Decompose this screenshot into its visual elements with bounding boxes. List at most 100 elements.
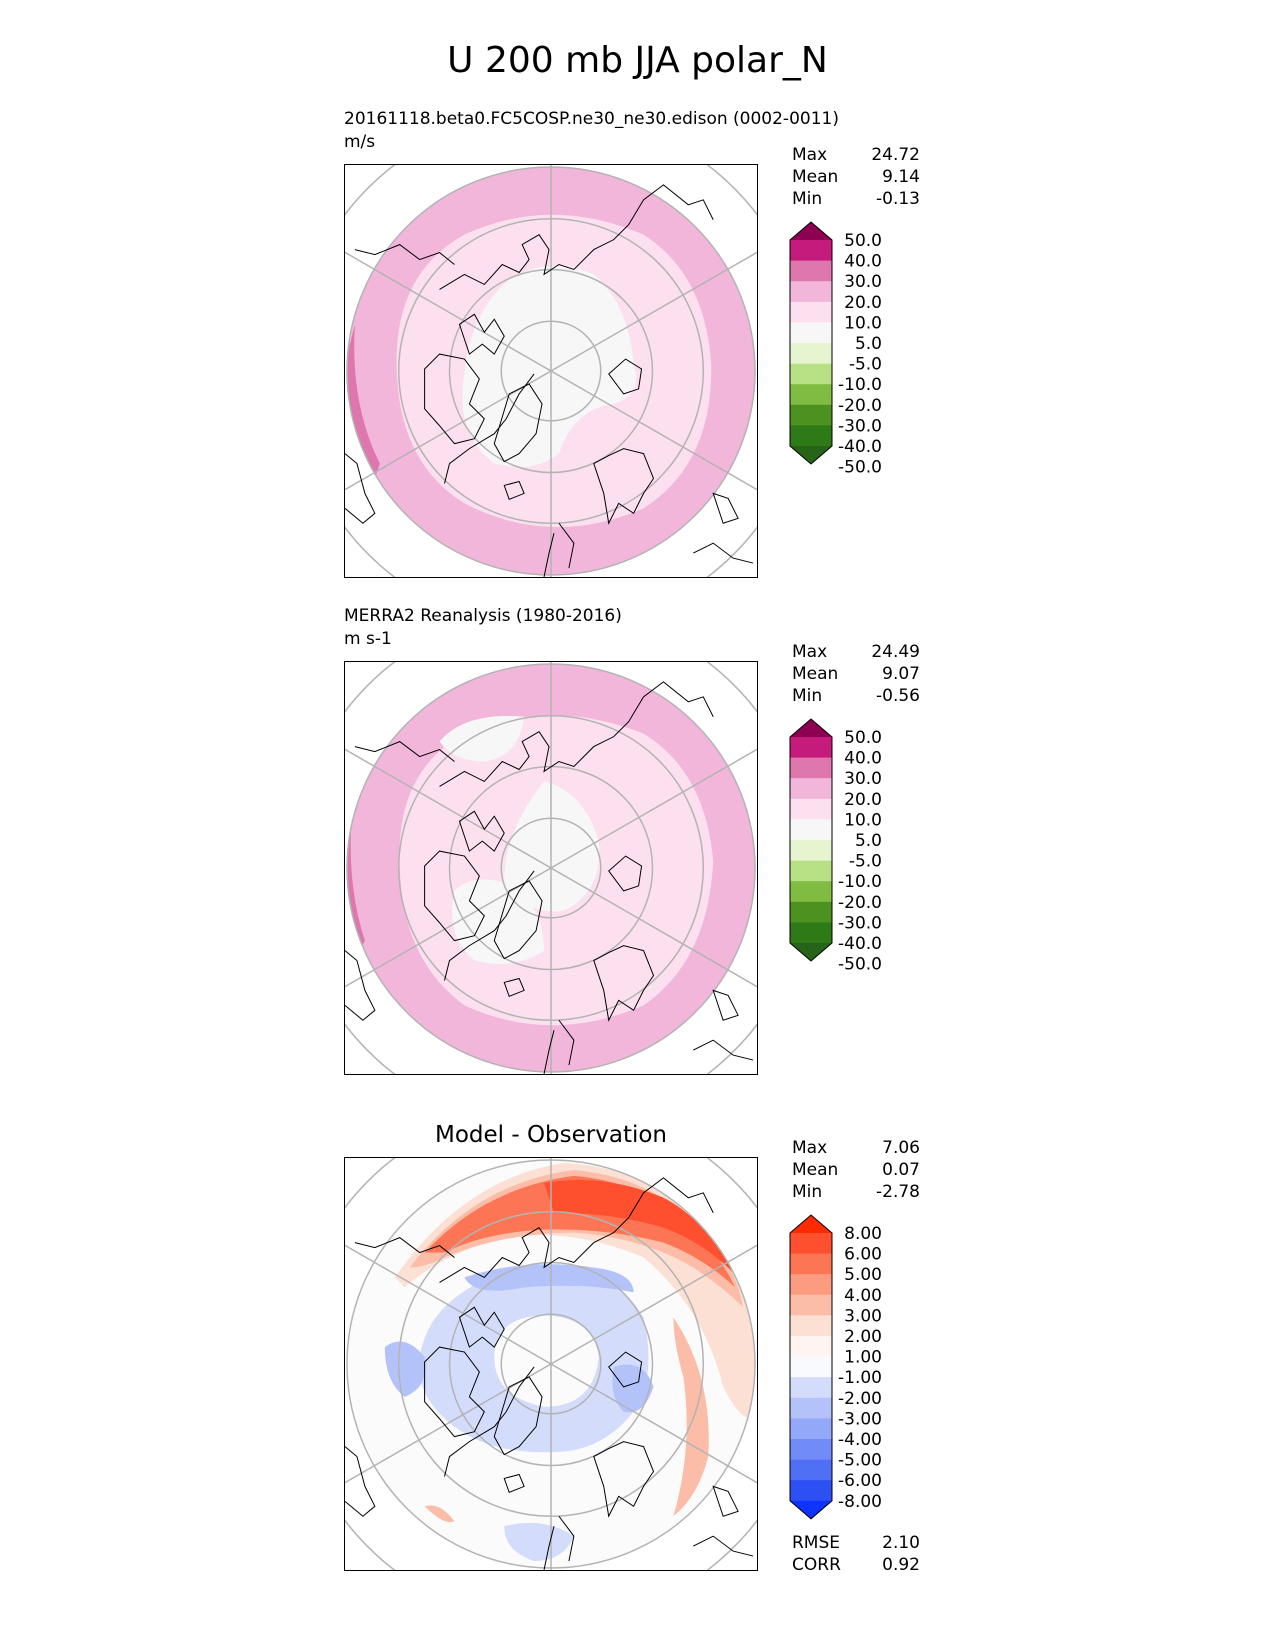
test-stat-max-label: Max	[792, 145, 828, 165]
colorbar-tick-label: 6.00	[844, 1245, 882, 1265]
colorbar-top-extend	[790, 719, 832, 737]
colorbar-tick-label: -40.0	[838, 437, 882, 457]
colorbar-tick-label: -8.00	[838, 1492, 882, 1512]
test-polar-map	[344, 164, 758, 578]
test-stat-max-value: 24.72	[871, 145, 920, 165]
colorbar-swatch	[790, 1459, 832, 1481]
colorbar-tick-label: 5.0	[855, 334, 882, 354]
colorbar-bottom-extend	[790, 943, 832, 961]
diff-polar-map	[344, 1157, 758, 1571]
colorbar-tick-label: 40.0	[844, 252, 882, 272]
colorbar-swatch	[790, 322, 832, 344]
figure-title: U 200 mb JJA polar_N	[447, 40, 828, 81]
test-stats: Max 24.72 Mean 9.14 Min -0.13	[792, 144, 920, 210]
colorbar-tick-label: 30.0	[844, 272, 882, 292]
colorbar-tick-label: -3.00	[838, 1409, 882, 1429]
colorbar-swatch	[790, 260, 832, 282]
ref-stat-mean: Mean 9.07	[792, 663, 920, 685]
colorbar-swatch	[790, 404, 832, 426]
colorbar-tick-label: -5.0	[849, 355, 882, 375]
ref-colorbar: 50.0 40.0 30.0 20.0 10.0 5.0 -5.0 -10.0 -20.0 -30…	[789, 718, 900, 975]
diff-stat-corr-value: 0.92	[882, 1555, 920, 1575]
test-stat-min-value: -0.13	[876, 189, 920, 209]
colorbar-outline	[789, 1214, 833, 1520]
colorbar-tick-label: 10.0	[844, 313, 882, 333]
diff-stat-mean-value: 0.07	[882, 1160, 920, 1180]
colorbar-swatch	[790, 1315, 832, 1337]
colorbar-swatch	[790, 343, 832, 365]
test-stat-min-label: Min	[792, 189, 823, 209]
colorbar-tick-label: -20.0	[838, 893, 882, 913]
ref-stat-max-label: Max	[792, 642, 828, 662]
colorbar-tick-label: -20.0	[838, 396, 882, 416]
colorbar-tick-label: 20.0	[844, 293, 882, 313]
colorbar-swatch	[790, 1356, 832, 1378]
diff-map-svg	[345, 1158, 757, 1570]
colorbar-swatch	[790, 240, 832, 262]
colorbar-swatch	[790, 860, 832, 882]
colorbar-swatch	[790, 301, 832, 323]
ref-polar-map	[344, 661, 758, 1075]
colorbar-swatch	[790, 778, 832, 800]
colorbar-swatch	[790, 1294, 832, 1316]
ref-colorbar-svg: 50.040.030.020.010.05.0-5.0-10.0-20.0-30…	[789, 718, 882, 975]
colorbar-tick-label: 3.00	[844, 1306, 882, 1326]
diff-stat-min-value: -2.78	[876, 1182, 920, 1202]
colorbar-tick-label: -2.00	[838, 1389, 882, 1409]
diff-panel-title: Model - Observation	[434, 1122, 668, 1148]
colorbar-top-extend	[790, 1215, 832, 1233]
colorbar-swatch	[790, 425, 832, 447]
colorbar-swatch	[790, 922, 832, 944]
test-panel-units: m/s	[344, 132, 376, 152]
colorbar-swatch	[790, 1397, 832, 1419]
colorbar-tick-label: -50.0	[838, 458, 882, 478]
test-panel-title: 20161118.beta0.FC5COSP.ne30_ne30.edison …	[344, 109, 839, 129]
diff-stat-rmse: RMSE 2.10	[792, 1532, 920, 1554]
colorbar-bottom-extend	[790, 1500, 832, 1519]
ref-stat-min: Min -0.56	[792, 685, 920, 707]
colorbar-top-extend	[790, 222, 832, 240]
colorbar-swatch	[790, 757, 832, 779]
ref-panel-title: MERRA2 Reanalysis (1980-2016)	[344, 606, 622, 626]
colorbar-tick-label: -40.0	[838, 934, 882, 954]
colorbar-swatch	[790, 1418, 832, 1440]
ref-stat-max: Max 24.49	[792, 641, 920, 663]
colorbar-swatch	[790, 1439, 832, 1461]
ref-stat-min-value: -0.56	[876, 686, 920, 706]
diff-stat-mean: Mean 0.07	[792, 1159, 920, 1181]
colorbar-tick-label: 1.00	[844, 1348, 882, 1368]
colorbar-tick-label: -5.0	[849, 852, 882, 872]
colorbar-swatch	[790, 384, 832, 406]
colorbar-swatch	[790, 901, 832, 923]
test-stat-min: Min -0.13	[792, 188, 920, 210]
colorbar-swatch	[790, 798, 832, 820]
test-map-svg	[345, 165, 757, 577]
test-stat-mean-value: 9.14	[882, 167, 920, 187]
colorbar-tick-label: 5.00	[844, 1265, 882, 1285]
test-colorbar-svg: 50.040.030.020.010.05.0-5.0-10.0-20.0-30…	[789, 221, 882, 478]
diff-footer-stats: RMSE 2.10 CORR 0.92	[792, 1532, 920, 1576]
colorbar-swatch	[790, 737, 832, 759]
colorbar-swatch	[790, 1253, 832, 1275]
colorbar-swatch	[790, 881, 832, 903]
colorbar-swatch	[790, 1233, 832, 1255]
diff-stat-rmse-label: RMSE	[792, 1533, 841, 1553]
diff-stat-max-value: 7.06	[882, 1138, 920, 1158]
colorbar-tick-label: -1.00	[838, 1368, 882, 1388]
colorbar-tick-label: 20.0	[844, 790, 882, 810]
colorbar-swatch	[790, 1274, 832, 1296]
ref-stat-min-label: Min	[792, 686, 823, 706]
diff-stat-min-label: Min	[792, 1182, 823, 1202]
diff-stat-min: Min -2.78	[792, 1181, 920, 1203]
diff-colorbar: 8.00 6.00 5.00 4.00 3.00 2.00 1.00 -1.00 -2.00 -3…	[789, 1214, 900, 1521]
colorbar-tick-label: 4.00	[844, 1286, 882, 1306]
colorbar-swatch	[790, 363, 832, 385]
colorbar-tick-label: 40.0	[844, 749, 882, 769]
colorbar-outline	[789, 221, 833, 465]
diff-stat-max: Max 7.06	[792, 1137, 920, 1159]
diff-colorbar-svg: 8.006.005.004.003.002.001.00-1.00-2.00-3…	[789, 1214, 882, 1520]
colorbar-swatch	[790, 1336, 832, 1358]
diff-stat-corr-label: CORR	[792, 1555, 841, 1575]
ref-stat-max-value: 24.49	[871, 642, 920, 662]
colorbar-tick-label: -30.0	[838, 416, 882, 436]
